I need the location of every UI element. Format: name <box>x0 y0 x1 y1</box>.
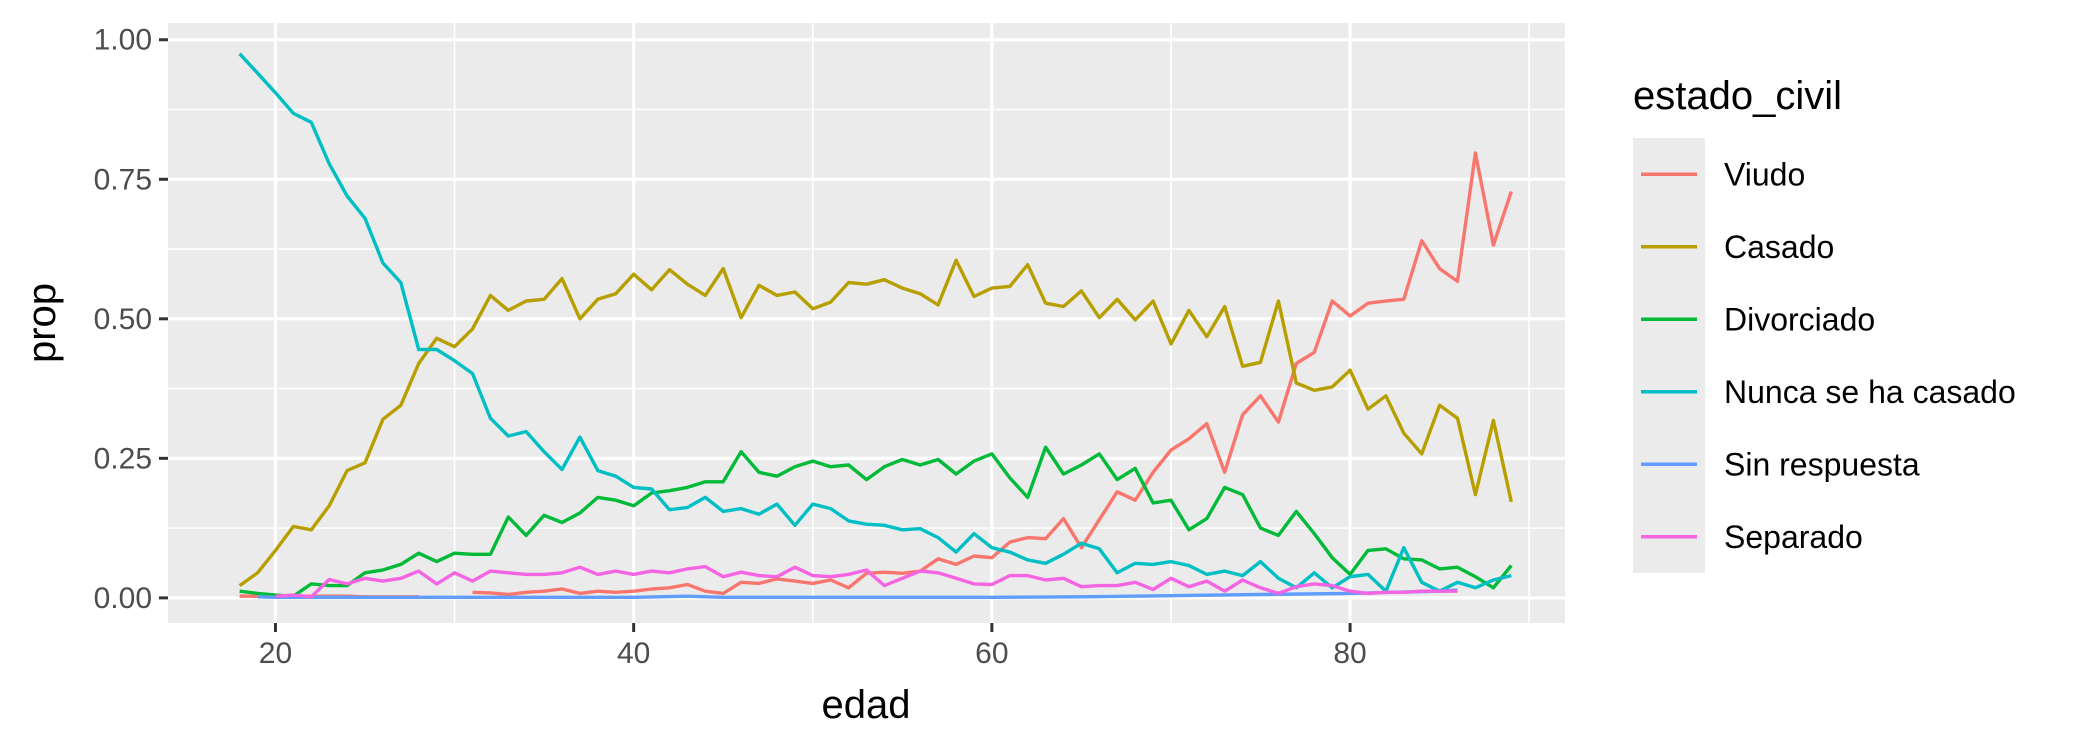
minor-gridlines <box>168 23 1565 623</box>
legend-label-nunca-se-ha-casado: Nunca se ha casado <box>1724 374 2016 410</box>
y-tick-label: 1.00 <box>94 24 152 57</box>
x-axis-title: edad <box>822 683 911 727</box>
y-tick-label: 0.25 <box>94 442 152 475</box>
legend-label-separado: Separado <box>1724 519 1863 555</box>
legend-label-casado: Casado <box>1724 229 1834 265</box>
y-tick-label: 0.00 <box>94 582 152 615</box>
x-tick-label: 80 <box>1333 637 1366 670</box>
legend-key-background <box>1633 138 1705 573</box>
y-tick-label: 0.50 <box>94 303 152 336</box>
legend-items: Viudo Casado Divorciado Nunca se ha casado S… <box>1641 156 2016 555</box>
legend-label-sin-respuesta: Sin respuesta <box>1724 446 1920 482</box>
legend-label-viudo: Viudo <box>1724 156 1805 192</box>
series-line-separado <box>275 564 1458 599</box>
legend-title: estado_civil <box>1633 74 1842 118</box>
series-line-casado <box>238 258 1513 587</box>
x-tick-label: 60 <box>975 637 1008 670</box>
x-tick-label: 40 <box>617 637 650 670</box>
legend: estado_civil Viudo Casado Divorciado Nunca … <box>1633 74 2016 573</box>
series-line-viudo <box>472 151 1513 597</box>
y-tick-label: 0.75 <box>94 163 152 196</box>
axes: 20 40 60 80 0.00 0.25 0.50 0.75 1.00 <box>94 24 1367 670</box>
series-lines <box>238 52 1513 599</box>
y-axis-title: prop <box>20 283 64 363</box>
x-tick-label: 20 <box>259 637 292 670</box>
legend-label-divorciado: Divorciado <box>1724 301 1875 337</box>
series-line-sin-respuesta <box>257 588 1458 599</box>
series-line-divorciado <box>239 445 1513 598</box>
plot-panel <box>168 23 1565 623</box>
